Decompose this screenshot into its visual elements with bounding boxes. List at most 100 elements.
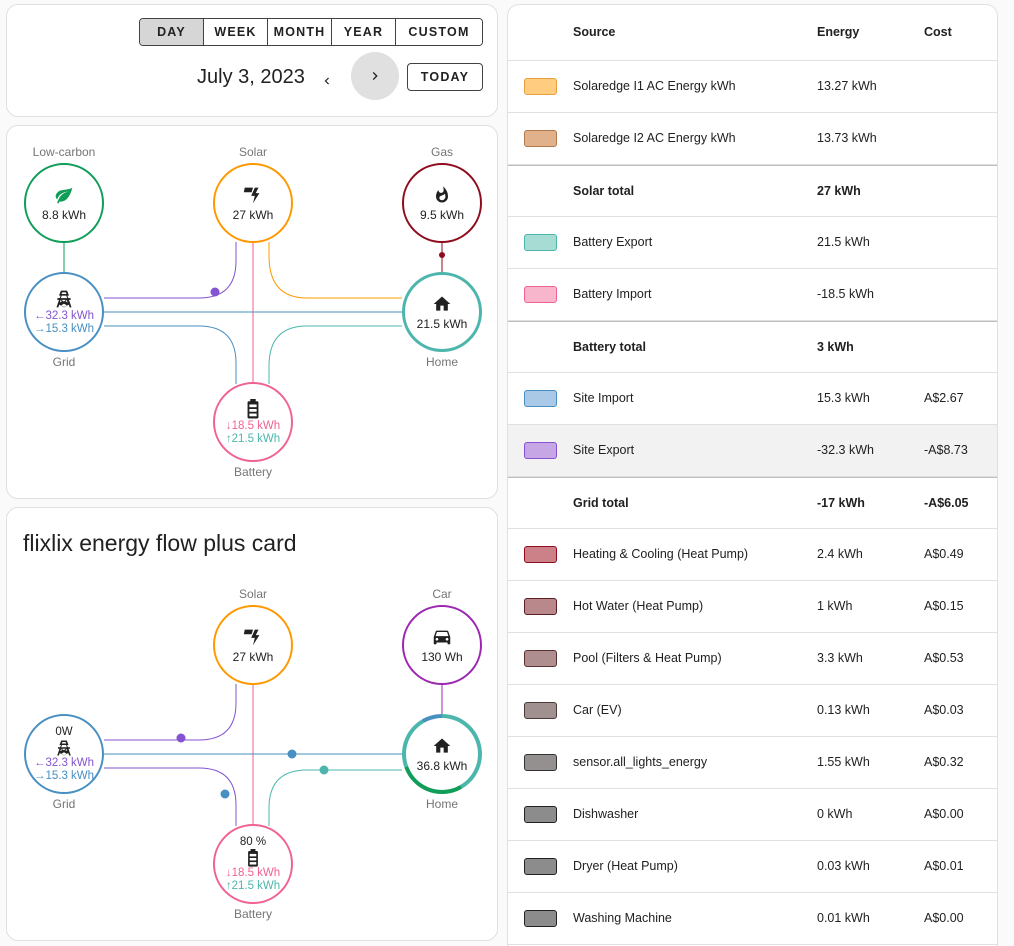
solar-value: 27 kWh [232,208,274,222]
table-total-row: Grid total -17 kWh -A$6.05 [508,477,997,529]
grid-export-value: 32.3 kWh [45,310,95,322]
energy-cell: 1.55 kWh [817,755,870,769]
color-swatch [524,442,557,459]
table-row[interactable]: Car (EV) 0.13 kWh A$0.03 [508,685,997,737]
low-carbon-node[interactable]: 8.8 kWh [24,163,104,243]
energy-cell: -17 kWh [817,496,865,510]
battery-soc-value: 80 % [239,835,267,848]
battery-node[interactable]: ↓18.5 kWh ↑21.5 kWh [213,382,293,462]
grid-battery-line-2 [104,767,237,826]
header-source[interactable]: Source [573,25,616,39]
gas-flow-dot [439,252,445,258]
energy-cell: 0.03 kWh [817,859,870,873]
home-value: 21.5 kWh [416,317,468,331]
battery-out-value: 21.5 kWh [231,433,281,445]
color-swatch [524,286,557,303]
solar-label-2: Solar [238,587,267,601]
battery-icon [242,398,264,420]
color-swatch [524,78,557,95]
table-row[interactable]: Battery Export 21.5 kWh [508,217,997,269]
table-row[interactable]: sensor.all_lights_energy 1.55 kWh A$0.32 [508,737,997,789]
table-row[interactable]: Pool (Filters & Heat Pump) 3.3 kWh A$0.53 [508,633,997,685]
today-button[interactable]: TODAY [407,63,483,91]
energy-cell: 21.5 kWh [817,235,870,249]
grid-home-dot-2 [287,749,297,759]
cost-cell: A$0.03 [924,703,964,717]
period-day-button[interactable]: DAY [140,19,204,45]
table-row[interactable]: Heating & Cooling (Heat Pump) 2.4 kWh A$0.… [508,529,997,581]
solar-grid-dot-2 [176,733,186,743]
cost-cell: -A$8.73 [924,443,968,457]
table-row[interactable]: Washing Machine 0.01 kWh A$0.00 [508,893,997,945]
table-row[interactable]: Site Export -32.3 kWh -A$8.73 [508,425,997,477]
gas-label: Gas [430,145,453,159]
battery-home-dot-2 [319,765,329,775]
source-cell: Battery Import [573,287,652,301]
battery-node-2[interactable]: 80 % ↓18.5 kWh ↑21.5 kWh [213,824,293,904]
table-row[interactable]: Hot Water (Heat Pump) 1 kWh A$0.15 [508,581,997,633]
energy-cell: 0 kWh [817,807,853,821]
home-label-2: Home [425,797,458,811]
table-row[interactable]: Solaredge I1 AC Energy kWh 13.27 kWh [508,61,997,113]
transmission-tower-icon [53,739,75,757]
color-swatch [524,650,557,667]
table-row[interactable]: Solaredge I2 AC Energy kWh 13.73 kWh [508,113,997,165]
grid-battery-line [104,325,237,384]
table-row[interactable]: Dryer (Heat Pump) 0.03 kWh A$0.01 [508,841,997,893]
source-cell: Solar total [573,184,635,198]
current-date: July 3, 2023 [197,66,305,88]
arrow-up-icon: ↑ [225,879,232,892]
arrow-up-icon: ↑ [225,433,232,445]
transmission-tower-icon [53,288,75,310]
gas-node[interactable]: 9.5 kWh [402,163,482,243]
home-node-2[interactable]: 36.8 kWh [402,714,482,794]
cost-cell: A$0.49 [924,547,964,561]
period-week-button[interactable]: WEEK [204,19,268,45]
grid-node-2[interactable]: 0W ←32.3 kWh →15.3 kWh [24,714,104,794]
home-value-2: 36.8 kWh [416,759,468,773]
energy-cell: -32.3 kWh [817,443,874,457]
energy-cell: -18.5 kWh [817,287,874,301]
header-cost[interactable]: Cost [924,25,952,39]
battery-icon [242,848,264,867]
energy-cell: 0.01 kWh [817,911,870,925]
period-custom-button[interactable]: CUSTOM [396,19,482,45]
period-selector: DAY WEEK MONTH YEAR CUSTOM [139,18,483,46]
solar-grid-line-2 [104,684,237,741]
car-node[interactable]: 130 Wh [402,605,482,685]
battery-in-value-2: 18.5 kWh [231,866,281,879]
header-energy[interactable]: Energy [817,25,860,39]
arrow-right-icon: → [33,769,46,782]
table-row[interactable]: Site Import 15.3 kWh A$2.67 [508,373,997,425]
energy-sources-table: Source Energy Cost Solaredge I1 AC Energ… [507,4,998,946]
next-day-button[interactable] [351,52,399,100]
battery-label-2: Battery [233,907,272,921]
home-node[interactable]: 21.5 kWh [402,272,482,352]
car-value: 130 Wh [421,650,463,664]
source-cell: Car (EV) [573,703,622,717]
arrow-down-icon: ↓ [225,420,232,432]
table-row[interactable]: Dishwasher 0 kWh A$0.00 [508,789,997,841]
low-carbon-label: Low-carbon [32,145,96,159]
fire-icon [431,184,453,206]
solar-node[interactable]: 27 kWh [213,163,293,243]
energy-distribution-card: Low-carbon 8.8 kWh Solar 27 kWh Gas 9.5 … [6,125,498,499]
table-row[interactable]: Battery Import -18.5 kWh [508,269,997,321]
chevron-left-icon [324,77,329,85]
grid-label-2: Grid [52,797,76,811]
source-cell: Dishwasher [573,807,639,821]
flow-lines [63,242,445,384]
previous-day-button[interactable] [311,65,343,97]
grid-battery-dot-2 [220,789,230,799]
battery-home-line-2 [268,769,402,826]
grid-label: Grid [52,355,76,369]
grid-node[interactable]: ←32.3 kWh →15.3 kWh [24,272,104,352]
grid-import-value-2: 15.3 kWh [45,769,95,782]
solar-home-line [268,242,402,299]
solar-grid-dot [210,287,220,297]
source-cell: sensor.all_lights_energy [573,755,708,769]
period-year-button[interactable]: YEAR [332,19,396,45]
color-swatch [524,546,557,563]
solar-node-2[interactable]: 27 kWh [213,605,293,685]
period-month-button[interactable]: MONTH [268,19,332,45]
